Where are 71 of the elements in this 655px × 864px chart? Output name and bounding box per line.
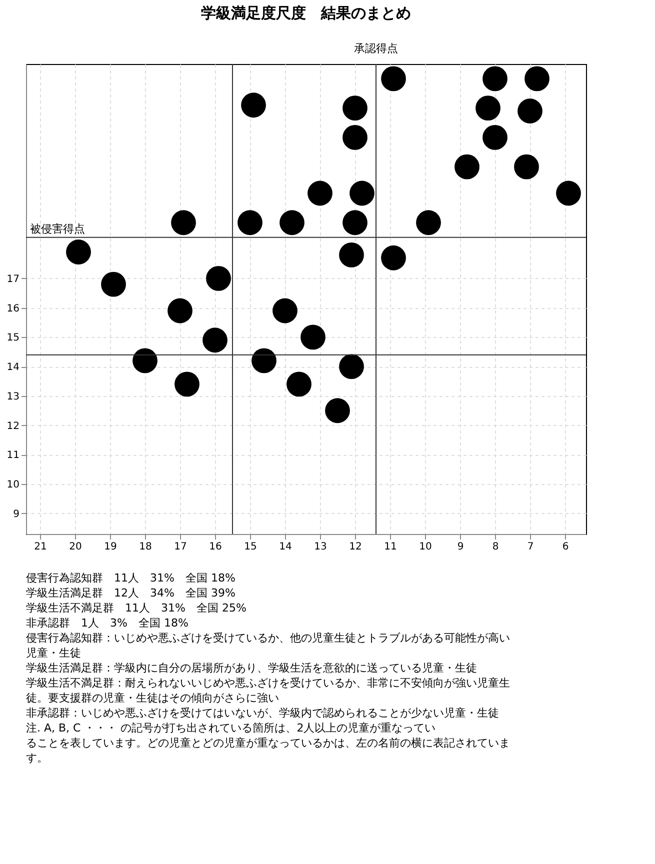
y-tick-label: 17 — [6, 274, 20, 285]
point — [482, 66, 508, 92]
x-tick-label: 9 — [457, 542, 464, 552]
text: 侵害行為認知群 11人 31% 全国 18% — [26, 572, 236, 584]
point — [252, 348, 276, 374]
point — [342, 96, 368, 120]
ref-line-label: 被侵害得点 — [30, 222, 85, 236]
point — [342, 210, 368, 236]
text: 学級生活不満足群：耐えられないいじめや悪ふざけを受けているか、非常に不安傾向が強い児童生徒。要支援群の児童・生徒はその傾向がさらに強い — [26, 676, 510, 704]
x-tick-label: 16 — [209, 542, 222, 552]
text: 非承認群 1人 3% 全国 18% — [26, 616, 188, 630]
point — [339, 354, 364, 379]
x-tick-label: 7 — [527, 542, 534, 552]
ref-line-label: 承認得点 — [354, 42, 398, 55]
y-tick-label: 10 — [6, 480, 20, 491]
point — [101, 272, 126, 297]
point — [171, 210, 196, 236]
y-tick-label: 15 — [6, 332, 20, 344]
point — [132, 348, 158, 374]
x-tick-label: 21 — [34, 542, 47, 552]
point — [280, 210, 304, 236]
x-tick-label: 19 — [104, 542, 117, 552]
x-tick-label: 17 — [174, 542, 187, 552]
text: 侵害行為認知群：いじめや悪ふざけを受けているか、他の児童生徒とトラブルがある可能性が高い児童・生徒 — [26, 632, 510, 660]
point — [381, 66, 406, 92]
point — [339, 242, 364, 268]
point — [476, 96, 500, 120]
x-tick-label: 8 — [492, 542, 499, 552]
y-tick-label: 9 — [13, 508, 20, 520]
point — [241, 92, 266, 118]
text: 学級生活満足群 12人 34% 全国 39% — [26, 586, 236, 600]
point — [416, 210, 441, 236]
text: 学級生活満足群：学級内に自分の居場所があり、学級生活を意欲的に送っている児童・生徒 — [26, 662, 477, 674]
x-tick-label: 11 — [384, 542, 397, 552]
point — [518, 98, 542, 124]
point — [174, 372, 200, 397]
point — [308, 180, 332, 206]
text: 学級生活不満足群 11人 31% 全国 25% — [26, 602, 246, 614]
text: 非承認群：いじめや悪ふざけを受けてはいないが、学級内で認められることが少ない児童・生徒 — [26, 706, 499, 720]
y-tick-label: 12 — [6, 420, 20, 432]
point — [556, 180, 581, 206]
point — [286, 372, 312, 397]
point — [342, 125, 368, 150]
x-tick-label: 6 — [562, 542, 569, 552]
point — [300, 324, 326, 350]
x-tick-label: 10 — [419, 542, 432, 552]
x-tick-label: 12 — [349, 542, 362, 552]
y-tick-label: 11 — [6, 450, 20, 462]
point — [381, 245, 406, 270]
point — [168, 298, 192, 324]
point — [325, 398, 350, 424]
text: 注. A, B, C ・・・ の記号が打ち出されている箇所は、2人以上の児童が重なっていることを表しています。どの児童とどの児童が重なっているかは、左の名前の横に表記されています。 — [26, 722, 510, 764]
x-tick-label: 18 — [139, 542, 152, 552]
point — [238, 210, 262, 236]
point — [514, 154, 539, 180]
point — [350, 180, 374, 206]
point — [66, 240, 91, 264]
point — [454, 154, 480, 180]
y-tick-label: 13 — [6, 391, 20, 402]
point — [482, 125, 508, 150]
point — [202, 328, 228, 353]
y-tick-label: 16 — [6, 303, 20, 314]
point — [206, 266, 231, 291]
x-tick-label: 20 — [69, 542, 82, 552]
y-tick-label: 14 — [6, 362, 20, 374]
point — [524, 66, 550, 92]
x-tick-label: 13 — [314, 542, 327, 552]
chart-title: 学級満足度尺度 結果のまとめ — [201, 4, 411, 22]
x-tick-label: 15 — [244, 542, 257, 552]
point — [272, 298, 298, 324]
x-tick-label: 14 — [279, 542, 292, 552]
